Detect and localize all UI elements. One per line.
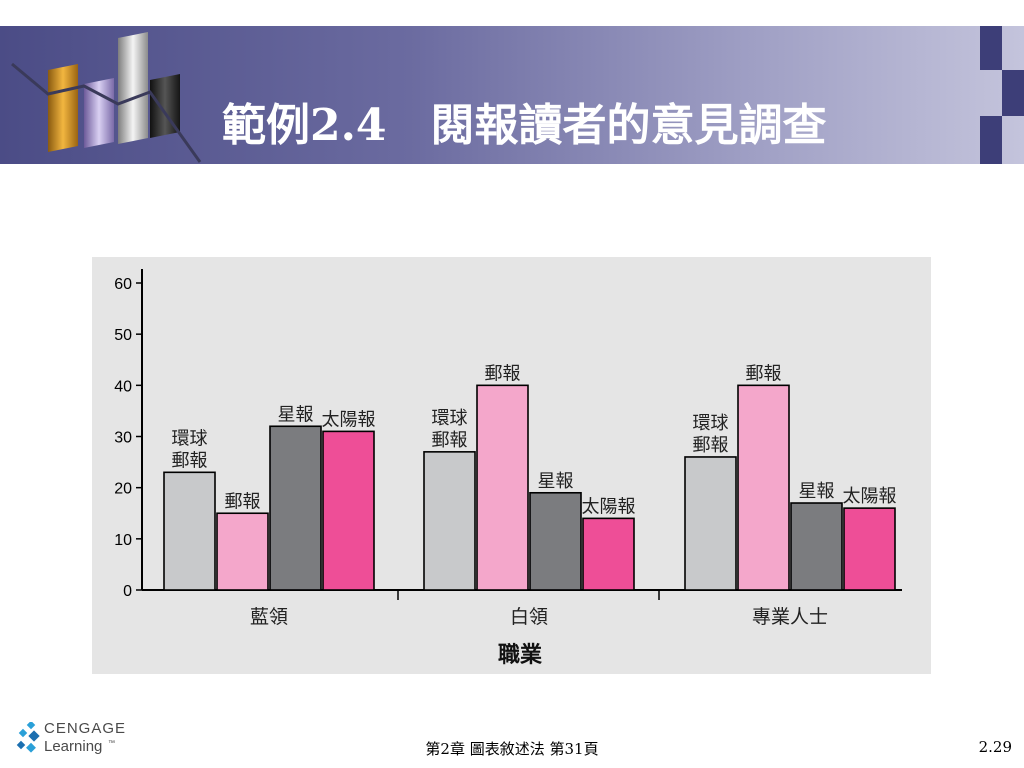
title-banner: 範例2.4 閱報讀者的意見調查 — [0, 26, 1024, 164]
bar-data-label: 郵報 — [693, 435, 729, 456]
bar-data-label: 星報 — [538, 471, 574, 492]
bar — [423, 451, 476, 591]
y-tick-label: 50 — [114, 327, 132, 344]
bar-data-label: 郵報 — [225, 491, 261, 512]
y-tick-label: 20 — [114, 481, 132, 498]
bar-data-label: 太陽報 — [843, 486, 897, 507]
y-tick-label: 10 — [114, 532, 132, 549]
bar — [163, 471, 216, 591]
x-category-label: 專業人士 — [752, 606, 828, 628]
x-category-label: 白領 — [510, 606, 548, 628]
bar-data-label: 郵報 — [746, 363, 782, 384]
bar-data-label: 環球 — [693, 413, 729, 434]
bar — [582, 517, 635, 591]
y-tick-label: 0 — [123, 583, 132, 600]
bar-chart-logo-icon — [11, 32, 202, 163]
bar — [216, 512, 269, 591]
logo-trademark: ™ — [108, 740, 115, 747]
bar-data-label: 郵報 — [432, 430, 468, 451]
logo-text-cengage: CENGAGE — [44, 720, 127, 737]
bar-data-label: 太陽報 — [322, 409, 376, 430]
y-tick-label: 40 — [114, 378, 132, 395]
bar — [529, 491, 582, 591]
bar — [790, 502, 843, 591]
cengage-logo: CENGAGE Learning ™ — [14, 720, 144, 760]
bar-data-label: 太陽報 — [582, 496, 636, 517]
slide-number: 2.29 — [978, 738, 1012, 756]
bar — [322, 430, 375, 591]
bar-data-label: 環球 — [172, 428, 208, 449]
checker-decoration — [980, 26, 1024, 164]
bar — [843, 507, 896, 591]
logo-text-learning: Learning — [44, 738, 103, 755]
bar — [476, 384, 529, 591]
x-axis-title: 職業 — [498, 642, 543, 668]
y-tick-label: 30 — [114, 430, 132, 447]
bar-data-label: 郵報 — [485, 363, 521, 384]
cengage-logo-icon — [16, 722, 40, 753]
bar-data-label: 郵報 — [172, 450, 208, 471]
bar — [737, 384, 790, 591]
bar-data-label: 環球 — [432, 408, 468, 429]
bar — [269, 425, 322, 591]
bar-data-label: 星報 — [799, 481, 835, 502]
y-tick-label: 60 — [114, 276, 132, 293]
slide-title: 範例2.4 閱報讀者的意見調查 — [222, 100, 827, 151]
footer-chapter-page: 第2章 圖表敘述法 第31頁 — [425, 740, 599, 758]
bar-data-label: 星報 — [278, 404, 314, 425]
chart-panel: 0 10 20 30 40 50 60 環球 郵報 郵報 星報 太陽報 藍領 環球 郵報 郵報 星報 太陽報 白領環… — [92, 257, 931, 674]
x-category-label: 藍領 — [250, 606, 288, 628]
bar — [684, 456, 737, 591]
